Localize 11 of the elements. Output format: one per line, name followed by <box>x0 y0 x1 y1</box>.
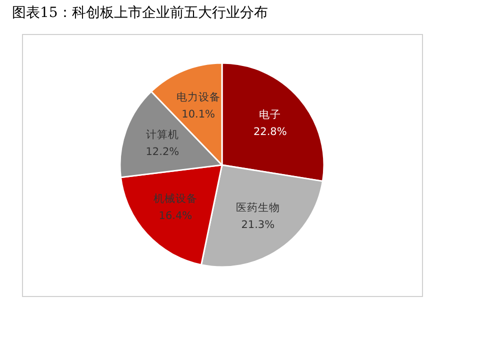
slice-label: 电子 <box>259 108 282 121</box>
data-label: 12.2% <box>146 146 180 158</box>
data-label: 10.1% <box>182 108 216 120</box>
slice-label: 机械设备 <box>153 192 198 205</box>
slice-label: 医药生物 <box>236 201 280 214</box>
data-label: 22.8% <box>253 126 287 138</box>
chart-title: 图表15：科创板上市企业前五大行业分布 <box>12 5 268 21</box>
data-label: 21.3% <box>241 219 275 232</box>
data-label: 16.4% <box>158 210 192 222</box>
slice-label: 电力设备 <box>176 90 220 104</box>
slice-label: 计算机 <box>146 128 179 141</box>
